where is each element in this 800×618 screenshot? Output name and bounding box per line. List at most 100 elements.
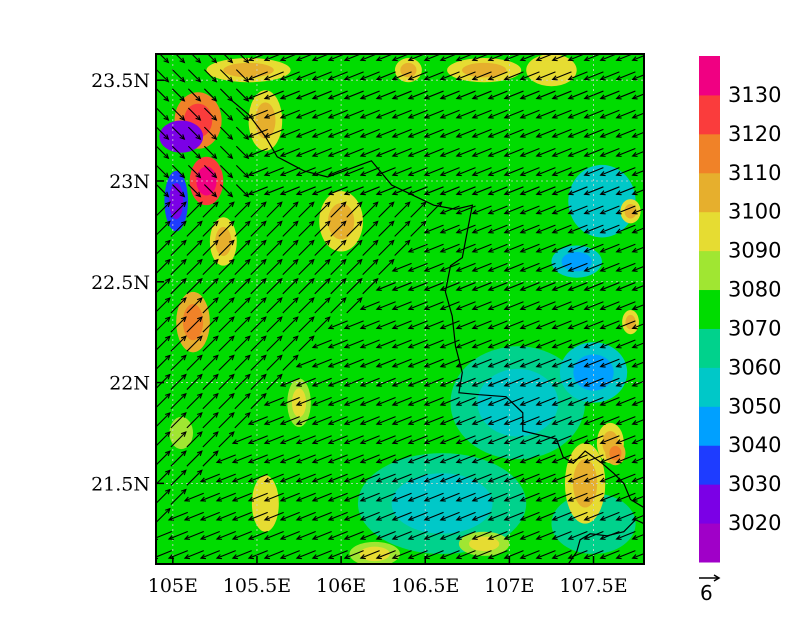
wind-arrow bbox=[218, 220, 235, 237]
wind-arrow bbox=[311, 186, 332, 196]
wind-arrow bbox=[471, 109, 492, 119]
wind-arrow bbox=[535, 416, 556, 426]
wind-arrow bbox=[519, 339, 540, 349]
wind-arrow bbox=[375, 531, 396, 540]
wind-arrow bbox=[263, 396, 284, 406]
wind-arrow bbox=[631, 476, 644, 483]
wind-arrow bbox=[375, 128, 396, 138]
wind-arrow bbox=[519, 90, 540, 100]
wind-arrow bbox=[631, 304, 644, 311]
colorbar-label: 3040 bbox=[728, 433, 781, 457]
reference-arrowhead bbox=[713, 574, 721, 582]
wind-arrow bbox=[327, 454, 348, 464]
wind-arrow bbox=[519, 550, 540, 560]
wind-arrow bbox=[439, 358, 460, 368]
wind-arrow bbox=[439, 511, 460, 521]
wind-arrow bbox=[330, 239, 347, 256]
wind-arrow bbox=[519, 282, 540, 291]
wind-arrow bbox=[487, 71, 508, 81]
wind-arrow bbox=[263, 454, 284, 464]
wind-arrow bbox=[407, 339, 428, 349]
wind-arrow bbox=[503, 454, 524, 464]
wind-arrow bbox=[295, 435, 316, 445]
wind-arrow bbox=[202, 392, 219, 410]
wind-arrow bbox=[250, 316, 267, 333]
wind-arrow bbox=[378, 201, 395, 218]
wind-arrow bbox=[156, 165, 170, 179]
wind-arrow bbox=[247, 167, 268, 177]
wind-arrow bbox=[391, 320, 412, 330]
wind-arrow bbox=[487, 109, 508, 119]
wind-arrow bbox=[231, 454, 252, 464]
colorbar-swatch bbox=[699, 523, 720, 563]
wind-arrow bbox=[391, 262, 412, 272]
wind-arrow bbox=[219, 126, 234, 141]
wind-arrow bbox=[535, 435, 556, 445]
wind-arrow bbox=[282, 354, 299, 371]
wind-arrow bbox=[187, 145, 202, 160]
wind-arrow bbox=[279, 416, 300, 426]
y-tick-label: 23.5N bbox=[91, 70, 150, 92]
wind-arrow bbox=[247, 550, 268, 560]
wind-arrow bbox=[199, 531, 220, 540]
wind-arrow bbox=[186, 392, 203, 410]
wind-arrow bbox=[170, 411, 187, 429]
wind-arrow bbox=[391, 71, 412, 81]
wind-arrow bbox=[314, 201, 331, 218]
wind-arrow bbox=[330, 277, 347, 295]
wind-arrow bbox=[503, 492, 524, 502]
wind-arrow bbox=[202, 411, 219, 429]
wind-arrow bbox=[343, 186, 364, 196]
wind-arrow bbox=[519, 167, 540, 177]
wind-arrow bbox=[375, 282, 396, 291]
wind-arrow bbox=[391, 167, 412, 177]
wind-arrow bbox=[567, 243, 588, 253]
wind-arrow bbox=[407, 492, 428, 502]
wind-arrow bbox=[330, 297, 347, 314]
wind-arrow bbox=[171, 107, 186, 121]
wind-arrow bbox=[599, 282, 620, 291]
wind-arrow bbox=[455, 148, 476, 157]
wind-arrow bbox=[186, 469, 203, 486]
wind-arrow bbox=[234, 354, 251, 371]
wind-arrow bbox=[343, 473, 364, 483]
wind-arrow bbox=[391, 377, 412, 387]
wind-arrow bbox=[535, 454, 556, 464]
wind-arrow bbox=[375, 492, 396, 502]
wind-arrow bbox=[407, 128, 428, 138]
colorbar-label: 3050 bbox=[728, 394, 781, 418]
wind-arrow bbox=[171, 184, 186, 198]
y-tick-label: 22.5N bbox=[91, 272, 150, 294]
wind-arrow bbox=[535, 531, 556, 540]
wind-arrow bbox=[631, 361, 644, 368]
wind-arrow bbox=[394, 239, 411, 256]
wind-arrow bbox=[455, 492, 476, 502]
wind-arrow bbox=[439, 128, 460, 138]
wind-arrow bbox=[519, 531, 540, 540]
wind-arrow bbox=[583, 90, 604, 100]
wind-arrow bbox=[439, 320, 460, 330]
wind-arrow bbox=[583, 396, 604, 406]
wind-arrow bbox=[219, 69, 234, 83]
wind-arrow bbox=[599, 128, 620, 138]
wind-arrow bbox=[199, 492, 220, 502]
wind-arrow bbox=[327, 186, 348, 196]
wind-arrow bbox=[407, 531, 428, 540]
wind-arrow bbox=[170, 469, 187, 486]
wind-arrow bbox=[263, 473, 284, 483]
colorbar-swatch bbox=[699, 484, 720, 524]
wind-arrow bbox=[218, 335, 235, 352]
wind-arrow bbox=[327, 128, 348, 138]
wind-arrow bbox=[423, 358, 444, 368]
wind-arrow bbox=[279, 454, 300, 464]
wind-arrow bbox=[471, 511, 492, 521]
wind-arrow bbox=[327, 511, 348, 521]
wind-arrow bbox=[551, 186, 572, 196]
wind-arrow bbox=[156, 297, 171, 313]
wind-arrow bbox=[631, 55, 644, 62]
wind-arrow bbox=[439, 492, 460, 502]
wind-arrow bbox=[282, 220, 299, 237]
wind-arrow bbox=[407, 90, 428, 100]
wind-arrow bbox=[631, 399, 644, 406]
wind-arrow bbox=[535, 167, 556, 177]
